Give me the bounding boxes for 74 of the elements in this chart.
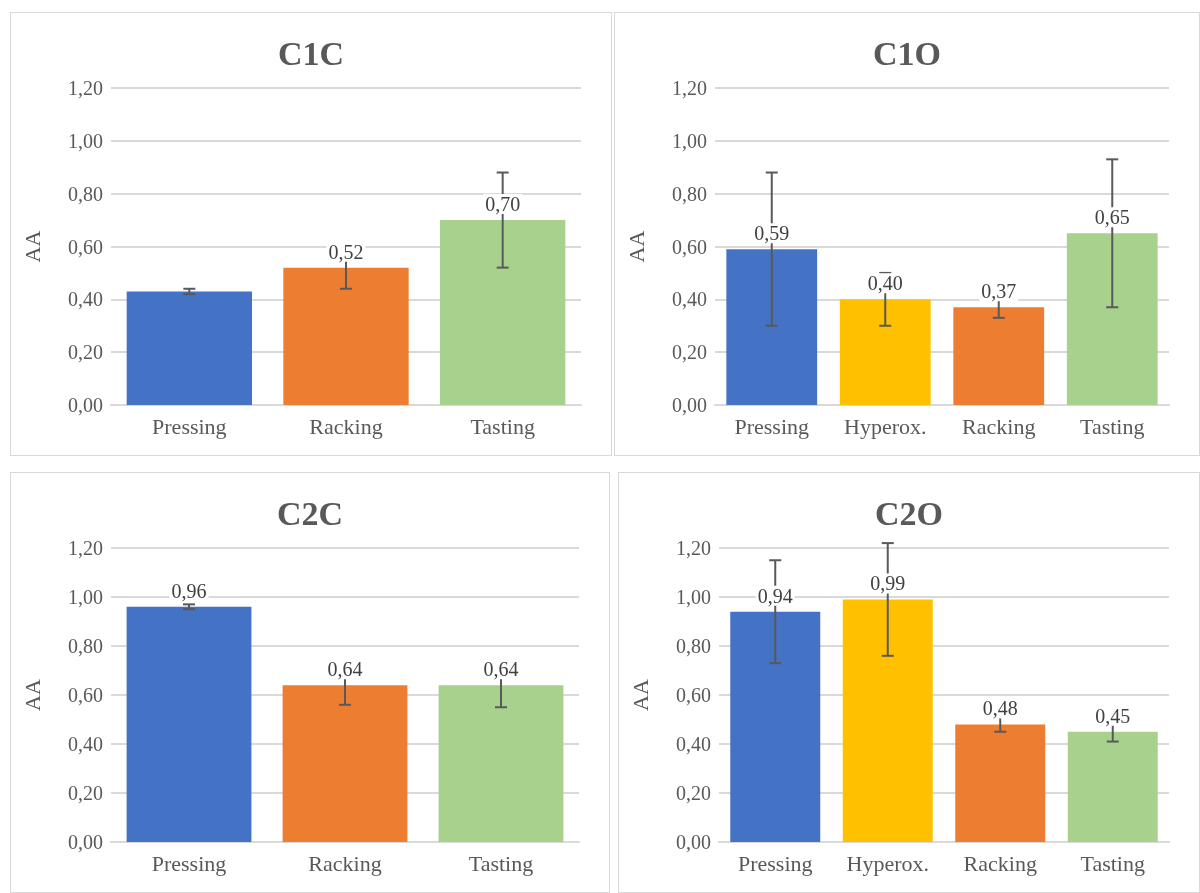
bar: [839, 299, 931, 405]
data-label: 0,64: [483, 658, 519, 681]
data-label: 0,48: [982, 697, 1018, 720]
y-tick-label: 1,00: [68, 586, 103, 608]
data-label: 0,40: [867, 272, 903, 295]
x-tick-label: Racking: [309, 413, 383, 439]
data-label: 0,52: [328, 240, 364, 263]
y-tick-label: 0,20: [68, 341, 103, 364]
y-tick-label: 0,80: [68, 182, 103, 205]
y-tick-label: 0,20: [676, 782, 711, 804]
data-label: 0,45: [1095, 704, 1131, 727]
y-tick-label: 0,60: [672, 235, 707, 258]
x-tick-label: Pressing: [734, 413, 810, 439]
data-label: 0,64: [327, 658, 363, 681]
bar: [440, 220, 566, 405]
bar: [953, 307, 1045, 405]
y-tick-label: 0,60: [68, 684, 103, 706]
chart-title: C1C: [277, 34, 345, 72]
x-tick-label: Racking: [963, 850, 1037, 876]
bar: [726, 249, 818, 405]
y-tick-label: 1,20: [676, 537, 711, 559]
y-tick-label: 1,00: [676, 586, 711, 608]
x-tick-label: Hyperox.: [846, 850, 929, 876]
bar: [1066, 233, 1158, 405]
y-tick-label: 0,80: [68, 635, 103, 657]
data-label: 0,94: [757, 584, 793, 607]
data-label: 0,96: [171, 579, 207, 602]
y-tick-label: 0,00: [68, 394, 103, 416]
bar: [283, 267, 409, 405]
chart-title: C2O: [875, 494, 943, 532]
x-tick-label: Racking: [962, 413, 1036, 439]
y-tick-label: 1,20: [68, 77, 103, 99]
y-tick-label: 0,80: [676, 635, 711, 657]
y-tick-label: 0,00: [672, 394, 707, 416]
y-axis-title: AA: [19, 679, 45, 711]
y-axis-title: AA: [19, 230, 45, 263]
data-label: 0,59: [754, 222, 790, 245]
bar: [126, 291, 252, 405]
y-tick-label: 0,00: [676, 831, 711, 853]
y-axis-title: AA: [627, 679, 653, 711]
y-tick-label: 0,20: [68, 782, 103, 804]
x-tick-label: Hyperox.: [844, 413, 927, 439]
bar: [1067, 731, 1158, 842]
y-tick-label: 0,40: [672, 288, 707, 311]
x-tick-label: Pressing: [737, 850, 813, 876]
y-tick-label: 0,40: [68, 733, 103, 755]
y-tick-label: 0,20: [672, 341, 707, 364]
y-tick-label: 1,00: [68, 129, 103, 152]
data-label: 0,37: [981, 280, 1017, 303]
chart-title: C2C: [276, 494, 344, 532]
y-tick-label: 0,80: [672, 182, 707, 205]
bar: [955, 724, 1046, 842]
x-tick-label: Tasting: [1080, 413, 1145, 439]
chart-title: C1O: [873, 34, 941, 72]
data-label: 0,65: [1094, 206, 1130, 229]
y-tick-label: 1,20: [672, 77, 707, 99]
x-tick-label: Racking: [308, 850, 382, 876]
y-tick-label: 0,40: [676, 733, 711, 755]
x-tick-label: Pressing: [152, 413, 227, 439]
data-label: 0,99: [870, 572, 906, 595]
y-tick-label: 0,40: [68, 288, 103, 311]
y-axis-title: AA: [623, 230, 649, 263]
x-tick-label: Tasting: [1080, 850, 1145, 876]
bar: [842, 599, 933, 842]
y-tick-label: 0,00: [68, 831, 103, 853]
bar: [730, 611, 821, 842]
x-tick-label: Tasting: [468, 850, 534, 876]
y-tick-label: 0,60: [68, 235, 103, 258]
x-tick-label: Pressing: [151, 850, 227, 876]
y-tick-label: 1,20: [68, 537, 103, 559]
y-tick-label: 0,60: [676, 684, 711, 706]
x-tick-label: Tasting: [470, 413, 535, 439]
data-label: 0,70: [485, 193, 521, 216]
y-tick-label: 1,00: [672, 129, 707, 152]
